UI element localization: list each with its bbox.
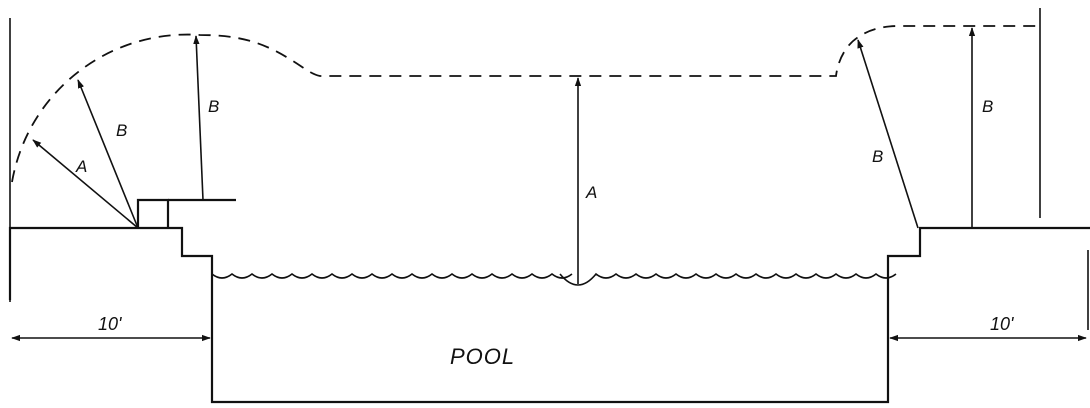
label-dim-right: 10' bbox=[990, 314, 1014, 334]
label-radius-b-left: B bbox=[116, 121, 127, 140]
label-radius-b-top: B bbox=[208, 97, 219, 116]
water-surface bbox=[211, 272, 897, 286]
clearance-envelope bbox=[11, 25, 1040, 183]
diving-stand bbox=[136, 198, 170, 228]
radius-a-arrow bbox=[32, 139, 139, 229]
radius-b-arrow-top bbox=[193, 35, 204, 201]
label-radius-a-left: A bbox=[75, 157, 87, 176]
label-height-a-center: A bbox=[585, 183, 597, 202]
radius-b-arrow-left bbox=[77, 79, 139, 229]
radius-b-arrow-right bbox=[857, 39, 919, 229]
pool-outline bbox=[8, 226, 1090, 404]
label-pool: POOL bbox=[450, 344, 515, 369]
label-dim-left: 10' bbox=[98, 314, 122, 334]
label-height-b-right: B bbox=[982, 97, 993, 116]
label-radius-b-right: B bbox=[872, 147, 883, 166]
